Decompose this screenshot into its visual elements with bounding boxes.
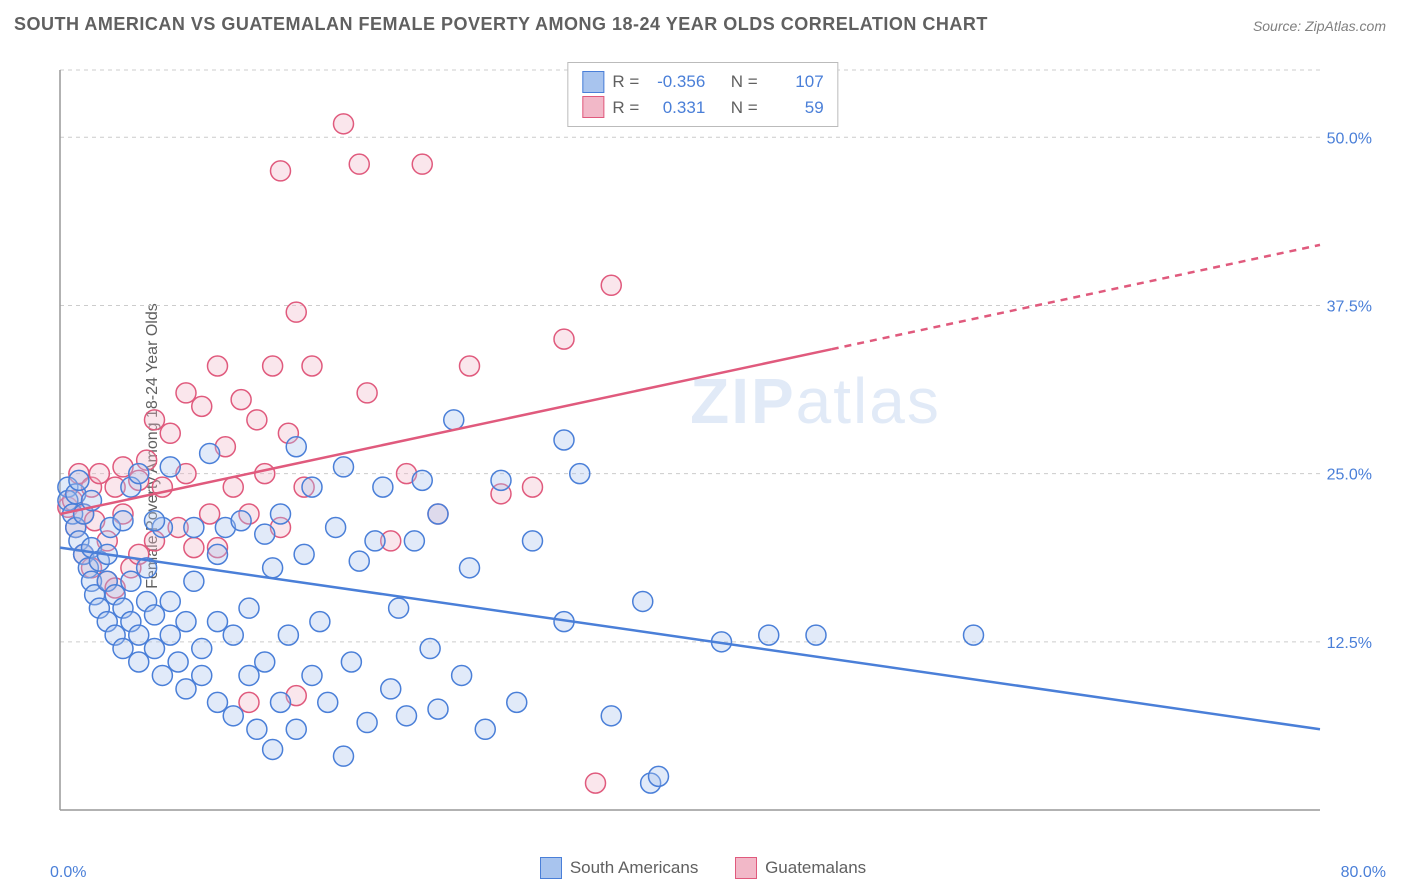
correlation-legend: R = -0.356 N = 107 R = 0.331 N = 59	[567, 62, 838, 127]
plot-area: 12.5% 25.0% 37.5% 50.0%	[50, 60, 1380, 830]
swatch-series-0-icon	[540, 857, 562, 879]
series-legend: South Americans Guatemalans	[0, 857, 1406, 884]
legend-item-series-0: South Americans	[540, 857, 699, 879]
swatch-series-1	[582, 96, 604, 118]
svg-text:37.5%: 37.5%	[1327, 298, 1372, 315]
swatch-series-0	[582, 71, 604, 93]
swatch-series-1-icon	[735, 857, 757, 879]
legend-row-series-0: R = -0.356 N = 107	[582, 69, 823, 95]
svg-text:25.0%: 25.0%	[1327, 467, 1372, 484]
legend-row-series-1: R = 0.331 N = 59	[582, 95, 823, 121]
svg-text:50.0%: 50.0%	[1327, 130, 1372, 147]
legend-item-series-1: Guatemalans	[735, 857, 866, 879]
chart-title: SOUTH AMERICAN VS GUATEMALAN FEMALE POVE…	[14, 14, 988, 35]
source-attribution: Source: ZipAtlas.com	[1253, 18, 1386, 34]
scatter-chart: 12.5% 25.0% 37.5% 50.0%	[50, 60, 1380, 830]
svg-text:12.5%: 12.5%	[1327, 635, 1372, 652]
